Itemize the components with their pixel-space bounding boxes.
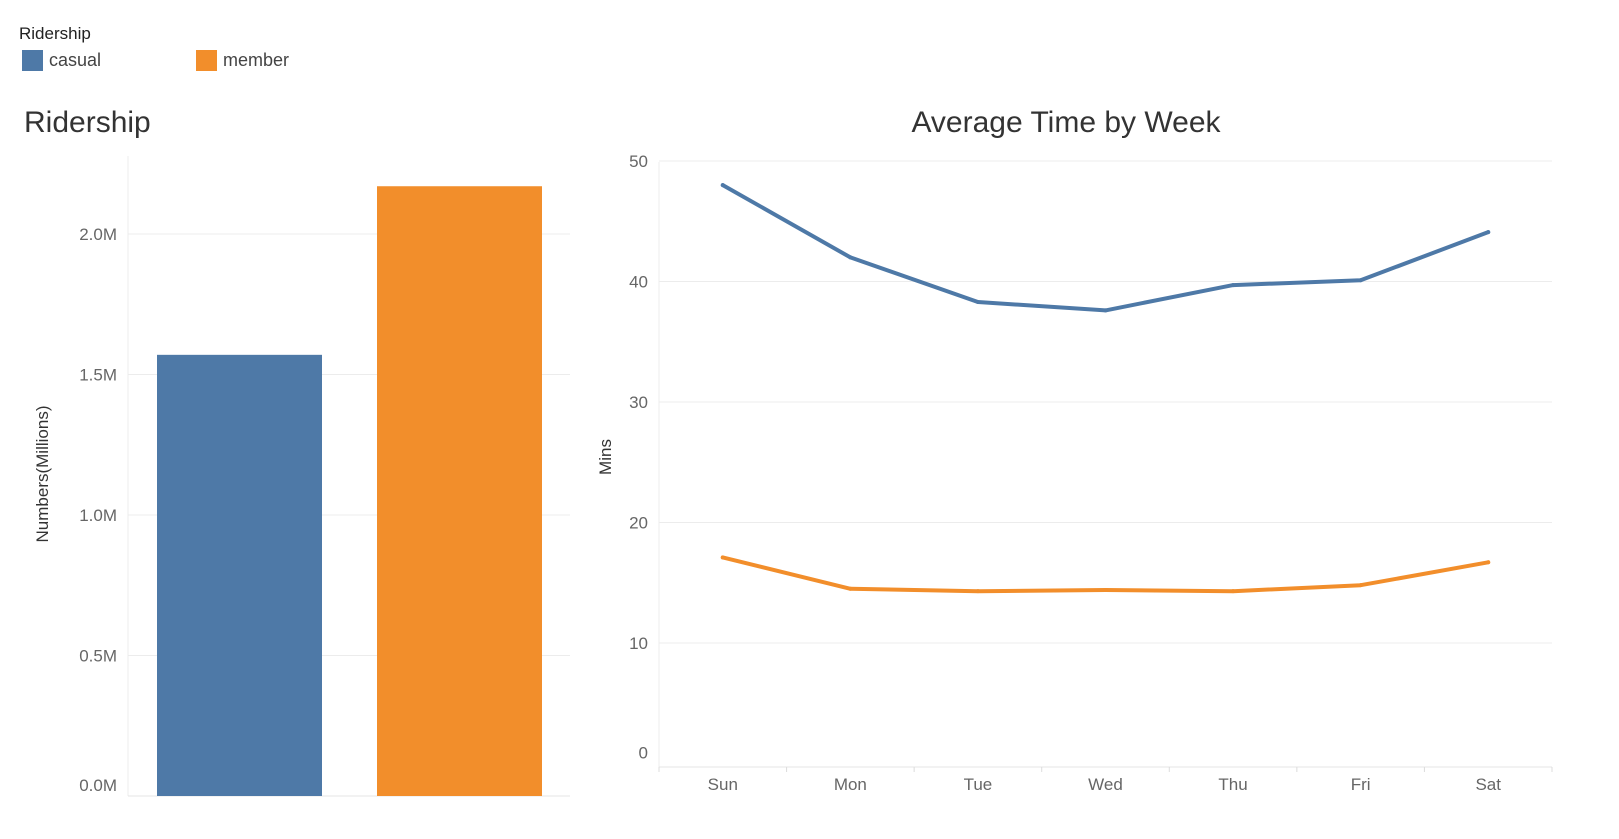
line-x-tick-label: Fri	[1351, 775, 1371, 794]
legend-swatch-member	[196, 50, 217, 71]
line-chart-title: Average Time by Week	[911, 106, 1221, 139]
line-y-tick-label: 40	[629, 273, 648, 292]
line-point-member	[848, 586, 853, 591]
legend-label-member: member	[223, 50, 290, 70]
bar-chart: 0.0M 0.5M 1.0M 1.5M 2.0M	[79, 156, 570, 797]
line-point-member	[720, 555, 725, 560]
line-x-tick-label: Mon	[834, 775, 867, 794]
line-point-member	[1103, 587, 1108, 592]
line-point-member	[975, 589, 980, 594]
line-point-casual	[720, 183, 725, 188]
line-y-tick-label: 20	[629, 514, 648, 533]
line-y-tick-label: 10	[629, 634, 648, 653]
line-chart: 0 10 20 30 40 50 Sun Mon Tue Wed Thu Fri Sat	[629, 152, 1553, 794]
legend-item-casual[interactable]: casual	[22, 50, 101, 71]
line-point-casual	[1103, 308, 1108, 313]
bar-y-tick-label: 0.0M	[79, 776, 117, 795]
bar-y-tick-label: 1.0M	[79, 506, 117, 525]
bar-y-tick-label: 1.5M	[79, 366, 117, 385]
line-point-member	[1486, 560, 1491, 565]
line-series-casual	[720, 183, 1491, 313]
line-point-casual	[1358, 278, 1363, 283]
line-y-tick-label: 50	[629, 152, 648, 171]
line-chart-ylabel: Mins	[596, 439, 615, 475]
line-y-tick-label: 0	[639, 744, 648, 763]
line-x-tick-label: Thu	[1218, 775, 1247, 794]
bar-chart-ylabel: Numbers(Millions)	[33, 406, 52, 543]
line-point-member	[1231, 589, 1236, 594]
legend-swatch-casual	[22, 50, 43, 71]
line-point-member	[1358, 583, 1363, 588]
bar-y-tick-label: 2.0M	[79, 225, 117, 244]
legend-item-member[interactable]: member	[196, 50, 289, 71]
bar-chart-title: Ridership	[24, 106, 151, 139]
legend-label-casual: casual	[49, 50, 102, 70]
line-y-tick-label: 30	[629, 393, 648, 412]
line-x-tick-label: Tue	[964, 775, 993, 794]
line-point-casual	[975, 299, 980, 304]
legend-title: Ridership	[19, 24, 91, 43]
bar-y-tick-label: 0.5M	[79, 647, 117, 666]
bar-casual	[157, 354, 322, 796]
line-x-tick-label: Sat	[1475, 775, 1501, 794]
line-point-casual	[1231, 283, 1236, 288]
line-x-tick-label: Wed	[1088, 775, 1123, 794]
line-series-member	[720, 555, 1491, 594]
line-point-casual	[1486, 230, 1491, 235]
line-point-casual	[848, 255, 853, 260]
line-x-tick-label: Sun	[708, 775, 738, 794]
bar-member	[377, 186, 542, 797]
